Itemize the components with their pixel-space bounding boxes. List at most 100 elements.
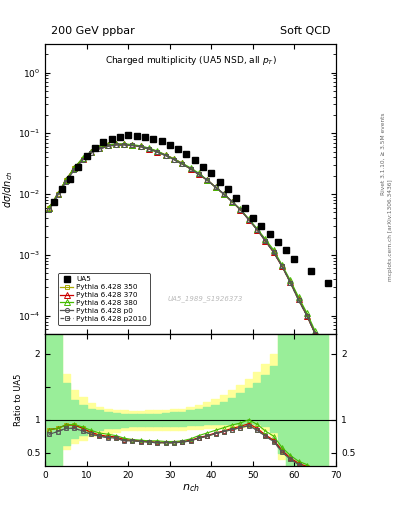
Pythia 6.428 370 <box>313 331 318 337</box>
Pythia 6.428 p0 <box>122 142 127 148</box>
Pythia 6.428 380 <box>296 294 301 301</box>
Pythia 6.428 370 <box>155 148 160 155</box>
Pythia 6.428 350 <box>97 145 101 152</box>
Pythia 6.428 p2010 <box>138 144 143 150</box>
Pythia 6.428 p2010 <box>296 297 301 303</box>
Pythia 6.428 350 <box>122 142 127 148</box>
Pythia 6.428 380 <box>305 310 309 316</box>
Pythia 6.428 370 <box>147 145 151 152</box>
Pythia 6.428 350 <box>64 177 68 183</box>
Pythia 6.428 380 <box>147 145 151 151</box>
UA5 <box>234 195 239 201</box>
Pythia 6.428 p2010 <box>271 249 276 255</box>
Pythia 6.428 p0 <box>213 184 218 190</box>
Pythia 6.428 350 <box>255 226 259 232</box>
Pythia 6.428 p0 <box>296 297 301 303</box>
Pythia 6.428 380 <box>222 191 226 197</box>
Pythia 6.428 p0 <box>288 280 293 286</box>
UA5 <box>101 139 106 145</box>
Pythia 6.428 p2010 <box>114 142 118 148</box>
UA5 <box>275 240 280 246</box>
Pythia 6.428 370 <box>172 156 176 162</box>
Pythia 6.428 370 <box>305 312 309 318</box>
Pythia 6.428 p0 <box>47 207 52 213</box>
Pythia 6.428 p0 <box>163 153 168 159</box>
Pythia 6.428 380 <box>130 142 135 148</box>
Pythia 6.428 p0 <box>280 263 285 269</box>
Pythia 6.428 p2010 <box>188 166 193 172</box>
Pythia 6.428 380 <box>47 204 52 210</box>
UA5 <box>126 133 130 139</box>
Text: Soft QCD: Soft QCD <box>280 26 330 36</box>
Pythia 6.428 350 <box>263 238 268 244</box>
UA5 <box>259 223 264 229</box>
UA5 <box>68 176 72 182</box>
Pythia 6.428 p2010 <box>163 153 168 159</box>
Pythia 6.428 370 <box>205 177 209 183</box>
UA5 <box>151 136 156 142</box>
Pythia 6.428 p2010 <box>122 142 127 148</box>
Pythia 6.428 350 <box>213 184 218 190</box>
UA5 <box>201 164 206 170</box>
Pythia 6.428 380 <box>138 143 143 149</box>
Line: Pythia 6.428 350: Pythia 6.428 350 <box>47 142 318 336</box>
Pythia 6.428 p0 <box>155 149 160 155</box>
Pythia 6.428 380 <box>246 216 251 222</box>
Pythia 6.428 380 <box>105 142 110 148</box>
Pythia 6.428 380 <box>205 177 209 183</box>
Pythia 6.428 350 <box>114 142 118 148</box>
Pythia 6.428 350 <box>88 150 93 156</box>
Pythia 6.428 380 <box>64 177 68 183</box>
Pythia 6.428 370 <box>55 191 60 197</box>
Pythia 6.428 p2010 <box>147 146 151 152</box>
Pythia 6.428 p2010 <box>230 199 235 205</box>
Pythia 6.428 p0 <box>305 312 309 318</box>
Pythia 6.428 350 <box>230 199 235 205</box>
Pythia 6.428 350 <box>271 249 276 255</box>
Line: UA5: UA5 <box>51 133 331 285</box>
UA5 <box>176 145 180 152</box>
Pythia 6.428 p0 <box>97 146 101 152</box>
UA5 <box>226 186 230 193</box>
Pythia 6.428 380 <box>263 236 268 242</box>
UA5 <box>84 153 89 159</box>
Pythia 6.428 370 <box>238 207 243 213</box>
Pythia 6.428 380 <box>271 247 276 253</box>
UA5 <box>292 256 297 262</box>
Pythia 6.428 p2010 <box>172 157 176 163</box>
Pythia 6.428 p2010 <box>105 143 110 150</box>
Pythia 6.428 p0 <box>114 142 118 148</box>
Pythia 6.428 p2010 <box>288 280 293 286</box>
Pythia 6.428 380 <box>172 156 176 162</box>
Pythia 6.428 380 <box>230 199 235 205</box>
Pythia 6.428 350 <box>105 143 110 149</box>
Pythia 6.428 350 <box>222 191 226 197</box>
Pythia 6.428 p2010 <box>47 207 52 213</box>
Pythia 6.428 350 <box>238 207 243 213</box>
Pythia 6.428 p0 <box>263 238 268 244</box>
UA5 <box>284 247 288 253</box>
UA5 <box>143 134 147 140</box>
Pythia 6.428 p2010 <box>238 207 243 213</box>
Pythia 6.428 350 <box>55 191 60 197</box>
Pythia 6.428 370 <box>246 217 251 223</box>
Pythia 6.428 370 <box>122 141 127 147</box>
Line: Pythia 6.428 380: Pythia 6.428 380 <box>47 141 318 334</box>
Pythia 6.428 380 <box>163 152 168 158</box>
UA5 <box>267 231 272 237</box>
Pythia 6.428 350 <box>155 149 160 155</box>
Pythia 6.428 350 <box>288 280 293 286</box>
Line: Pythia 6.428 370: Pythia 6.428 370 <box>47 142 318 336</box>
Pythia 6.428 350 <box>172 157 176 163</box>
Pythia 6.428 p0 <box>80 157 85 163</box>
Line: Pythia 6.428 p2010: Pythia 6.428 p2010 <box>47 143 317 336</box>
Pythia 6.428 350 <box>280 263 285 269</box>
Pythia 6.428 370 <box>280 263 285 269</box>
Pythia 6.428 p2010 <box>196 172 201 178</box>
UA5 <box>251 215 255 221</box>
Pythia 6.428 370 <box>222 191 226 197</box>
Text: Charged multiplicity (UA5 NSD, all $p_T$): Charged multiplicity (UA5 NSD, all $p_T$… <box>105 54 277 67</box>
Pythia 6.428 350 <box>180 161 185 167</box>
Pythia 6.428 p0 <box>55 193 60 199</box>
Pythia 6.428 350 <box>246 217 251 223</box>
